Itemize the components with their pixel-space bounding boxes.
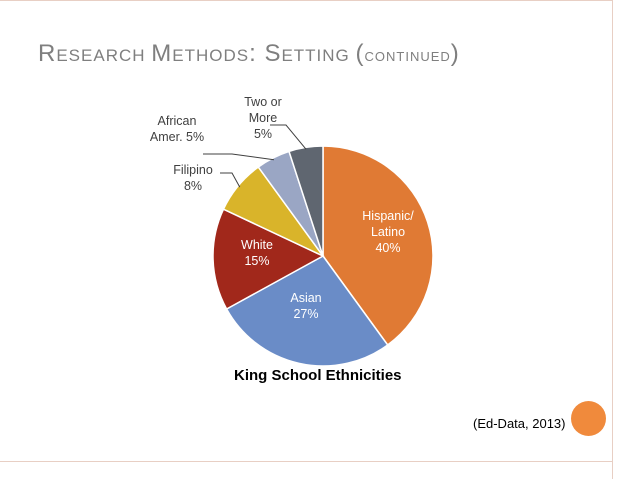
slice-label-line: Latino	[370, 225, 406, 239]
slice-label-line: Filipino	[173, 163, 213, 177]
slice-label-line: White	[241, 238, 273, 252]
pie-slice-asian	[225, 255, 389, 367]
accent-circle	[571, 401, 606, 436]
slice-label-line: Two or	[244, 95, 282, 109]
slide-title-part: )	[450, 40, 460, 67]
slice-label-line: 8%	[183, 179, 203, 193]
slice-label-line: 5%	[253, 127, 273, 141]
slide-title-part: M	[151, 40, 173, 67]
leader-line	[220, 172, 241, 188]
slide-title: RESEARCH METHODS: SETTING (CONTINUED)	[38, 40, 460, 68]
leader-line	[270, 124, 307, 150]
leader-line	[203, 153, 275, 161]
slide-title-part: CONTINUED	[364, 49, 451, 64]
right-rail-line	[612, 0, 613, 479]
slice-label-line: Asian	[290, 291, 322, 305]
slice-label-line: African	[157, 114, 197, 128]
slice-label-line: Amer. 5%	[149, 130, 205, 144]
pie-slice-white	[212, 208, 325, 311]
chart-title: King School Ethnicities	[234, 367, 402, 384]
slide-title-part: R	[38, 40, 57, 67]
pie-slice-hispanic-latino	[322, 145, 434, 347]
slide-title-part: (	[355, 40, 365, 67]
bottom-rail-line	[0, 461, 612, 462]
slice-label-line: 27%	[293, 307, 319, 321]
slice-label-filipino: Filipino 8%	[164, 162, 222, 194]
slice-label-line: Hispanic/	[362, 209, 414, 223]
slice-label-hispanic-latino: Hispanic/Latino 40%	[352, 208, 424, 256]
slice-label-line: More	[248, 111, 278, 125]
slice-label-asian: Asian 27%	[279, 290, 333, 322]
slide-title-part: ETTING	[281, 46, 356, 65]
slide-title-part: ESEARCH	[56, 46, 152, 65]
pie-slice-two-or-more	[288, 145, 324, 257]
slice-label-white: White 15%	[229, 237, 285, 269]
top-rail-line	[0, 0, 612, 1]
slide-title-part: ETHODS	[172, 46, 250, 65]
slice-label-two-or-more: Two or More 5%	[236, 94, 290, 142]
source-citation: (Ed-Data, 2013)	[473, 416, 566, 431]
slice-label-line: 15%	[244, 254, 270, 268]
slide-title-part: : S	[249, 40, 282, 67]
slice-label-african-amer: African Amer. 5%	[145, 113, 209, 145]
slice-label-line: 40%	[375, 241, 401, 255]
